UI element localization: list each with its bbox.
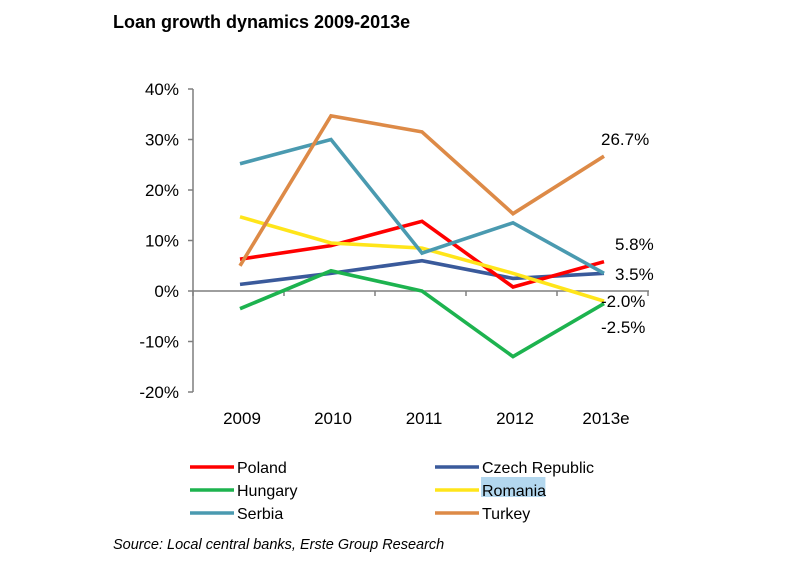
series-line-poland	[239, 219, 605, 289]
series-line-serbia	[239, 137, 605, 275]
y-tick-label: 20%	[145, 181, 179, 200]
chart-legend: Poland Czech Republic Hungary Romania Serbia…	[190, 460, 594, 523]
end-label-poland: 5.8%	[615, 235, 654, 254]
x-tick-label: 2011	[406, 409, 443, 428]
y-tick-label: -10%	[139, 333, 179, 352]
end-label-hungary: -2.5%	[601, 318, 645, 337]
legend-label-czech-republic: Czech Republic	[482, 460, 594, 477]
series-lines	[238, 113, 605, 359]
series-line-romania	[239, 215, 605, 303]
series-line-czech-republic	[239, 258, 605, 287]
end-label-czech-republic: 3.5%	[615, 265, 654, 284]
y-tick-label: 0%	[154, 282, 179, 301]
source-note: Source: Local central banks, Erste Group…	[113, 537, 445, 553]
y-tick-label: -20%	[139, 383, 179, 402]
legend-highlight-romania	[481, 477, 546, 497]
series-line-hungary	[239, 268, 605, 359]
x-tick-label: 2012	[496, 409, 534, 428]
x-tick-label: 2009	[223, 409, 261, 428]
chart-title: Loan growth dynamics 2009-2013e	[113, 12, 411, 32]
y-tick-label: 10%	[145, 232, 179, 251]
legend-label-poland: Poland	[237, 460, 287, 477]
x-tick-label: 2013e	[582, 409, 629, 428]
y-tick-label: 30%	[145, 131, 179, 150]
end-labels: 5.8% 3.5% -2.5% -2.0% 26.7%	[601, 130, 654, 337]
legend-label-hungary: Hungary	[237, 483, 297, 500]
x-tick-label: 2010	[314, 409, 352, 428]
end-label-romania: -2.0%	[601, 292, 645, 311]
legend-label-serbia: Serbia	[237, 506, 283, 523]
series-line-turkey	[238, 113, 605, 267]
end-label-turkey: 26.7%	[601, 130, 649, 149]
legend-label-turkey: Turkey	[482, 506, 530, 523]
y-tick-label: 40%	[145, 80, 179, 99]
legend-label-romania: Romania	[482, 483, 546, 500]
